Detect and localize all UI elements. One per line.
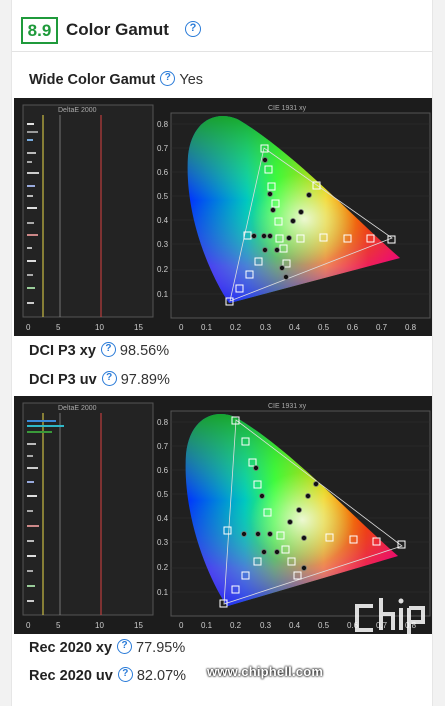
wide-gamut-row: Wide Color Gamut? Yes xyxy=(29,70,204,88)
y-tick: 0.4 xyxy=(157,216,169,225)
cie-title: CIE 1931 xy xyxy=(268,105,307,112)
x-tick: 0.3 xyxy=(260,323,272,332)
y-tick: 0.5 xyxy=(157,192,169,201)
section-title: Color Gamut xyxy=(66,20,169,39)
deltae-tick: 15 xyxy=(134,323,143,332)
deltae-tick: 0 xyxy=(26,621,31,630)
x-tick: 0.1 xyxy=(201,323,213,332)
help-icon[interactable]: ? xyxy=(185,21,201,37)
rec-2020-xy-row: Rec 2020 xy? 77.95% xyxy=(29,638,186,656)
x-tick: 0.8 xyxy=(405,323,417,332)
y-tick: 0.3 xyxy=(157,240,169,249)
deltae-tick: 10 xyxy=(95,323,104,332)
section-header: 8.9 Color Gamut ? xyxy=(12,8,432,52)
wide-gamut-value: Yes xyxy=(179,72,204,88)
x-tick: 0.7 xyxy=(376,323,388,332)
deltae-tick: 0 xyxy=(26,323,31,332)
y-tick: 0.2 xyxy=(157,563,169,572)
watermark-site-text: www.chiphell.com xyxy=(207,664,324,679)
cie-title: CIE 1931 xy xyxy=(268,403,307,410)
dci-p3-xy-label: DCI P3 xy xyxy=(29,343,96,359)
x-tick: 0.4 xyxy=(289,621,301,630)
y-tick: 0.8 xyxy=(157,120,169,129)
help-icon[interactable]: ? xyxy=(160,70,176,86)
deltae-tick: 5 xyxy=(56,621,61,630)
deltae-title: DeltaE 2000 xyxy=(58,107,97,114)
chiphell-logo-watermark xyxy=(355,598,427,684)
y-tick: 0.7 xyxy=(157,442,169,451)
x-tick: 0.1 xyxy=(201,621,213,630)
deltae-tick: 10 xyxy=(95,621,104,630)
x-tick: 0.6 xyxy=(347,621,359,630)
rec-2020-uv-row: Rec 2020 uv? 82.07% xyxy=(29,666,187,684)
x-tick: 0.4 xyxy=(289,323,301,332)
score-badge: 8.9 xyxy=(21,17,58,44)
rec-2020-uv-value: 82.07% xyxy=(136,668,187,684)
dci-p3-xy-row: DCI P3 xy? 98.56% xyxy=(29,341,170,359)
y-tick: 0.4 xyxy=(157,514,169,523)
x-tick: 0.5 xyxy=(318,323,330,332)
dci-p3-uv-row: DCI P3 uv? 97.89% xyxy=(29,370,170,388)
x-tick: 0 xyxy=(179,621,184,630)
dci-p3-uv-value: 97.89% xyxy=(120,372,170,388)
help-icon[interactable]: ? xyxy=(101,370,117,386)
x-tick: 0.3 xyxy=(260,621,272,630)
y-tick: 0.6 xyxy=(157,466,169,475)
y-tick: 0.1 xyxy=(157,290,169,299)
dci-p3-xy-value: 98.56% xyxy=(119,343,170,359)
x-tick: 0.6 xyxy=(347,323,359,332)
help-icon[interactable]: ? xyxy=(100,341,116,357)
x-tick: 0.2 xyxy=(230,323,242,332)
rec-2020-xy-value: 77.95% xyxy=(136,640,186,656)
y-tick: 0.1 xyxy=(157,588,169,597)
rec-2020-uv-label: Rec 2020 uv xyxy=(29,668,113,684)
dci-p3-gamut-image: DeltaE 2000 xyxy=(14,98,432,336)
rec-2020-gamut-image: DeltaE 2000 0 xyxy=(14,396,432,634)
dci-p3-uv-label: DCI P3 uv xyxy=(29,372,97,388)
y-tick: 0.7 xyxy=(157,144,169,153)
y-tick: 0.3 xyxy=(157,538,169,547)
help-icon[interactable]: ? xyxy=(117,666,133,682)
color-gamut-card: 8.9 Color Gamut ? Wide Color Gamut? Yes xyxy=(11,0,433,706)
y-tick: 0.6 xyxy=(157,168,169,177)
x-tick: 0.5 xyxy=(318,621,330,630)
y-tick: 0.5 xyxy=(157,490,169,499)
deltae-title: DeltaE 2000 xyxy=(58,405,97,412)
x-tick: 0.2 xyxy=(230,621,242,630)
deltae-tick: 15 xyxy=(134,621,143,630)
y-tick: 0.2 xyxy=(157,265,169,274)
y-tick: 0.8 xyxy=(157,418,169,427)
deltae-tick: 5 xyxy=(56,323,61,332)
wide-gamut-label: Wide Color Gamut xyxy=(29,72,156,88)
rec-2020-xy-label: Rec 2020 xy xyxy=(29,640,113,656)
help-icon[interactable]: ? xyxy=(117,638,133,654)
x-tick: 0 xyxy=(179,323,184,332)
